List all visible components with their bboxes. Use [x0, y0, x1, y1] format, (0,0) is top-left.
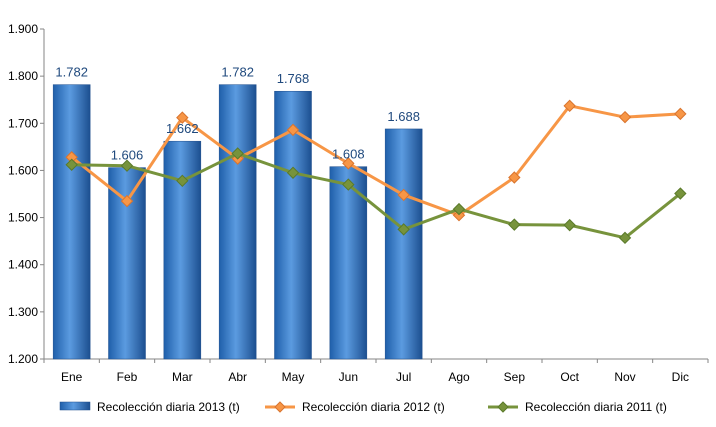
bar-data-label: 1.608	[332, 147, 365, 162]
legend-marker-swatch	[274, 401, 286, 413]
y-tick-label: 1.500	[8, 211, 38, 225]
x-tick-label: Sep	[504, 370, 526, 384]
bar-data-label: 1.606	[111, 148, 144, 163]
axes: 1.200 1.300 1.400 1.500 1.600 1.700 1.800 1.900…	[8, 22, 709, 384]
bar-2013	[218, 84, 257, 360]
legend-marker-swatch	[497, 401, 509, 413]
line-2011-marker	[231, 147, 244, 160]
line-2011-marker	[397, 223, 410, 236]
x-tick-label: Ene	[61, 370, 83, 384]
line-2011-marker	[342, 178, 355, 191]
bar-data-label: 1.782	[55, 65, 88, 80]
y-tick-label: 1.600	[8, 163, 38, 177]
x-tick-label: Mar	[172, 370, 193, 384]
line-2011-marker	[452, 202, 466, 216]
line-2011-marker	[563, 218, 576, 232]
legend-label: Recolección diaria 2012 (t)	[302, 400, 445, 414]
y-tick-label: 1.700	[8, 116, 38, 130]
line-2012-marker	[397, 188, 410, 202]
bar-data-label: 1.688	[387, 109, 420, 124]
line-2012-marker	[176, 111, 189, 124]
y-tick-label: 1.900	[8, 22, 38, 36]
line-2011-marker	[120, 159, 134, 172]
bar-2013	[329, 166, 368, 360]
line-2012-marker	[342, 157, 355, 170]
bars-2013	[52, 84, 423, 360]
line-2011-marker	[176, 174, 189, 188]
x-tick-label: Dic	[672, 370, 689, 384]
line-2011-marker	[508, 218, 521, 231]
bar-2013	[384, 128, 423, 360]
data-labels: 1.782 1.606 1.662 1.782 1.768 1.608 1.688	[55, 65, 420, 163]
x-tick-label: Abr	[228, 370, 247, 384]
line-2012-marker	[618, 110, 632, 124]
line-2012-marker	[674, 107, 687, 121]
y-tick-label: 1.400	[8, 258, 38, 272]
lines	[65, 99, 687, 245]
bar-data-label: 1.782	[221, 65, 254, 80]
y-tick-label: 1.200	[8, 352, 38, 366]
legend-label-2013: Recolección diaria 2013 (t)	[97, 400, 240, 414]
x-tick-label: Jul	[396, 370, 411, 384]
line-2011-marker	[618, 231, 632, 245]
line-2012-marker	[563, 99, 576, 113]
legend-label: Recolección diaria 2011 (t)	[525, 400, 667, 414]
line-2012-path	[70, 104, 681, 217]
bar-data-label: 1.662	[166, 121, 199, 136]
line-2012-marker	[120, 194, 134, 208]
x-tick-label: Oct	[560, 370, 579, 384]
line-2012-marker	[508, 171, 521, 184]
x-tick-label: May	[282, 370, 305, 384]
line-2012-marker	[286, 123, 300, 137]
line-2011-marker	[286, 166, 300, 179]
x-tick-label: Nov	[614, 370, 635, 384]
legend: Recolección diaria 2013 (t) Recolección d…	[59, 400, 667, 414]
bar-2013	[52, 84, 91, 360]
x-tick-label: Feb	[117, 370, 138, 384]
bar-data-label: 1.768	[277, 71, 310, 86]
y-tick-label: 1.800	[8, 69, 38, 83]
x-tick-label: Ago	[448, 370, 470, 384]
y-tick-label: 1.300	[8, 305, 38, 319]
line-2011-path	[71, 151, 682, 240]
line-2011-marker	[674, 187, 687, 200]
line-2011-marker	[65, 158, 78, 171]
legend-swatch-2013	[59, 401, 91, 411]
x-tick-label: Jun	[339, 370, 358, 384]
